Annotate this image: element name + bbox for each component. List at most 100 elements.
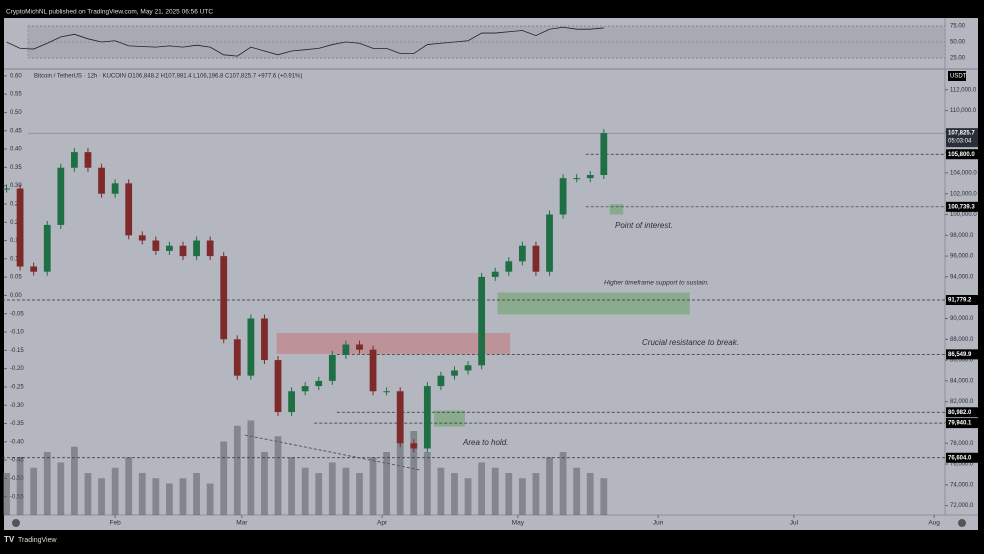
volume-bar (98, 478, 105, 515)
current-tag-bg (946, 128, 978, 148)
annotation: Point of interest. (615, 221, 673, 230)
volume-bar (410, 431, 418, 515)
volume-bar (84, 473, 92, 515)
legend: Bitcoin / TetherUS · 12h · KUCOIN O106,8… (34, 74, 302, 80)
settings-btn[interactable] (12, 519, 20, 527)
current-tag: 107,825.7 05:03:04 (946, 128, 978, 148)
candle (423, 386, 431, 449)
price-tag: 76,604.0 (946, 452, 978, 463)
price-tag: 100,739.3 (946, 201, 978, 212)
volume-bar (491, 467, 499, 515)
volume-bar (505, 473, 513, 515)
x-tick-label: Jul (790, 520, 799, 527)
settings-btn[interactable] (958, 519, 966, 527)
zone (434, 410, 465, 427)
candle (600, 133, 608, 176)
volume-bar (396, 415, 404, 515)
publish-info: CryptoMichNL published on TradingView.co… (6, 9, 213, 16)
price-tag: 80,982.0 (946, 407, 978, 418)
candle (16, 188, 24, 267)
volume-bar (206, 483, 214, 515)
y2-tick-label: 0.20 (10, 220, 22, 226)
volume-bar (328, 462, 336, 515)
current-price-label: 107,825.7 (948, 131, 975, 137)
price-tag: 79,940.1 (946, 418, 978, 429)
candle (464, 365, 472, 371)
volume-bar (288, 457, 295, 515)
rsi-tick-label: 75.00 (950, 24, 966, 30)
volume-bar (247, 420, 255, 515)
volume-bar (532, 473, 540, 515)
y2-tick-label: -0.20 (10, 366, 24, 372)
y2-tick-label: 0.25 (10, 202, 22, 208)
y-tick-label: 110,000.0 (950, 108, 977, 114)
candle (179, 245, 187, 257)
volume-bar (138, 473, 146, 515)
countdown: 05:03:04 (948, 139, 972, 145)
rsi-tick-label: 50.00 (950, 40, 966, 46)
zone (276, 333, 511, 354)
volume-bar (111, 467, 119, 515)
candle (478, 276, 486, 366)
candle (247, 318, 255, 376)
x-tick-label: Apr (377, 520, 388, 527)
candle (491, 271, 499, 277)
candle (152, 240, 160, 251)
y-tick-label: 112,000.0 (950, 87, 977, 93)
price-tag-label: 79,940.1 (948, 421, 972, 427)
y-tick-label: 78,000.0 (950, 441, 974, 447)
volume-bar (600, 478, 608, 515)
y2-tick-label: -0.25 (10, 384, 24, 390)
price-tag-label: 100,739.3 (948, 204, 975, 210)
chart-area (4, 18, 978, 530)
candle (261, 318, 268, 361)
price-tag: 91,779.2 (946, 294, 978, 305)
zone (609, 204, 624, 215)
volume-bar (179, 478, 187, 515)
rsi-line (6, 26, 604, 57)
price-tag-bg (946, 149, 978, 160)
volume-bar (559, 452, 567, 515)
rsi-tick-label: 25.00 (950, 56, 966, 62)
candle (57, 167, 65, 225)
volume-bar (274, 436, 282, 515)
y2-tick-label: -0.10 (10, 330, 24, 336)
candle (206, 240, 214, 257)
zone (497, 292, 690, 315)
y2-tick-label: 0.55 (10, 92, 22, 98)
volume-bar (451, 473, 458, 515)
y-tick-label: 102,000.0 (950, 191, 977, 197)
y2-tick-label: -0.05 (10, 311, 24, 317)
candle (84, 152, 92, 168)
y2-tick-label: -0.30 (10, 403, 24, 409)
y2-tick-label: 0.40 (10, 147, 22, 153)
candle (138, 235, 146, 241)
y-tick-label: 88,000.0 (950, 337, 974, 343)
candle (328, 354, 336, 381)
candle (559, 178, 567, 215)
candle (505, 261, 513, 272)
y-tick-label: 94,000.0 (950, 274, 974, 280)
candle (437, 375, 445, 387)
candle (573, 178, 581, 180)
candle (532, 245, 540, 272)
volume-bar (125, 457, 133, 515)
volume-bar (193, 473, 200, 515)
volume-bar (3, 473, 10, 515)
candle (586, 175, 594, 179)
y2-tick-label: 0.60 (10, 73, 22, 79)
price-tag-bg (946, 201, 978, 212)
y2-tick-label: 0.30 (10, 183, 22, 189)
volume-bar (546, 457, 553, 515)
candle (220, 256, 228, 340)
price-tag-label: 86,549.9 (948, 352, 972, 358)
price-tag-bg (946, 418, 978, 429)
y-tick-label: 90,000.0 (950, 316, 974, 322)
y-tick-label: 100,000.0 (950, 212, 977, 218)
volume-bar (464, 478, 472, 515)
x-tick-label: Feb (110, 520, 122, 527)
volume-bar (233, 425, 241, 515)
volume-bar (383, 452, 391, 515)
